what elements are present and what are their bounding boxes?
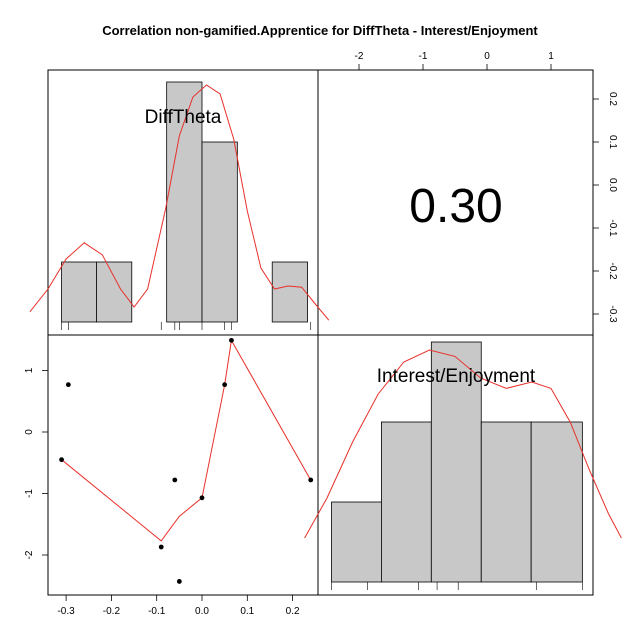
scatter-point (229, 337, 234, 343)
scatter-point (65, 382, 71, 388)
hist-bar (380, 421, 432, 583)
scatter-plot (59, 337, 314, 584)
right-axis-tick-label: -0.1 (607, 219, 618, 237)
hist-bar (331, 501, 382, 583)
x-axis-tick-label: 0.1 (240, 606, 254, 617)
top-axis-tick-label: -1 (419, 51, 428, 62)
smooth-line (61, 338, 312, 542)
left-axis-tick-label: -1 (24, 489, 35, 498)
x-axis-tick-label: -0.2 (103, 606, 121, 617)
scatter-point (308, 477, 314, 483)
scatter-point (172, 477, 178, 483)
scatter-point (199, 495, 205, 501)
panel-scatter (47, 334, 319, 596)
hist-bar (271, 261, 308, 323)
top-axis-tick-label: 0 (484, 51, 490, 62)
scatter-point (158, 544, 164, 550)
hist-bar (201, 141, 238, 323)
top-axis-tick-label: 1 (548, 51, 554, 62)
panel-interest (317, 334, 594, 596)
scatter-point (222, 382, 228, 388)
top-axis-tick-label: -2 (355, 51, 364, 62)
right-axis-tick-label: 0.2 (607, 92, 618, 106)
hist-bar (61, 261, 97, 323)
right-axis-tick-label: -0.2 (607, 262, 618, 280)
x-axis-tick-label: -0.3 (57, 606, 75, 617)
left-axis-tick-label: -2 (24, 550, 35, 559)
density-curve (304, 349, 622, 539)
hist-bar (480, 421, 532, 583)
right-axis-tick-label: 0.1 (607, 135, 618, 149)
hist-bar (96, 261, 133, 323)
left-axis-tick-label: 1 (24, 367, 35, 373)
var-label-interest: Interest/Enjoyment (377, 366, 536, 387)
x-axis-tick-label: 0.2 (286, 606, 300, 617)
correlation-value: 0.30 (409, 180, 502, 233)
interest-histogram (304, 341, 622, 590)
chart-title: Correlation non-gamified.Apprentice for … (102, 23, 538, 38)
x-axis-tick-label: 0.0 (195, 606, 209, 617)
hist-bar (530, 421, 583, 583)
density-curve (29, 84, 330, 321)
var-label-diff-theta: DiffTheta (145, 107, 222, 128)
scatter-point (176, 579, 182, 584)
axes: -0.3 -0.2 -0.1 0.0 0.1 0.2 -0.3 -0.2 -0.1 0.0 0.1 0… (24, 51, 618, 617)
right-axis-tick-label: 0.0 (607, 178, 618, 192)
x-axis-tick-label: -0.1 (148, 606, 166, 617)
right-axis-tick-label: -0.3 (607, 305, 618, 323)
scatter-point (59, 457, 64, 463)
left-axis-tick-label: 0 (24, 429, 35, 435)
diff-theta-histogram (29, 81, 330, 330)
hist-bar (430, 341, 482, 583)
